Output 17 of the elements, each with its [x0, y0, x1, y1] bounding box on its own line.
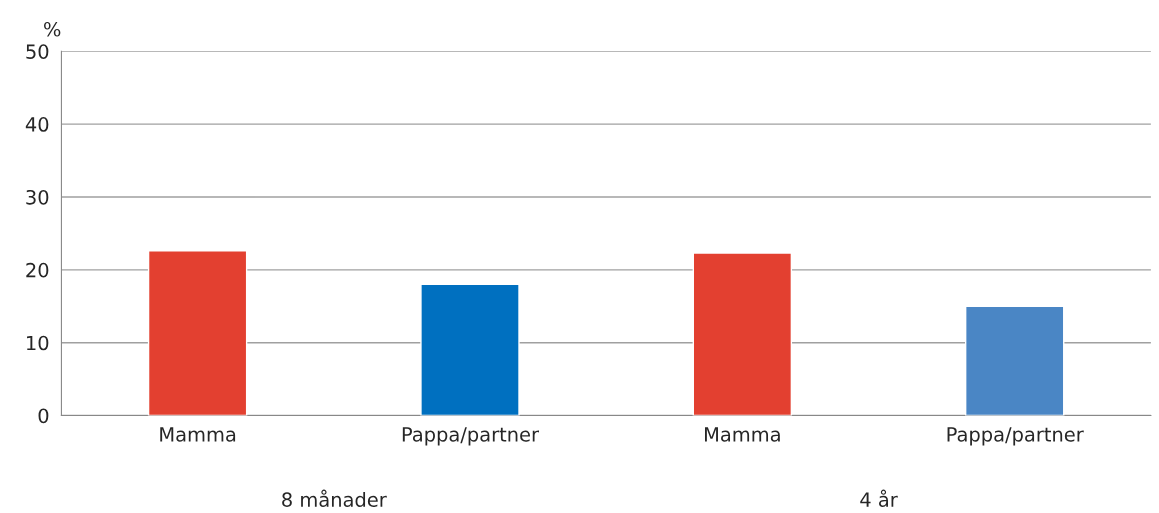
y-tick-label: 20: [26, 262, 49, 278]
y-tick-label: 40: [25, 117, 49, 132]
bar: [692, 252, 793, 416]
x-tick-label: Pappa/partner: [402, 427, 540, 446]
x-tick-label: Mamma: [160, 427, 236, 442]
y-tick-label: 10: [27, 335, 49, 351]
text: 4 år: [860, 489, 898, 507]
bar: [964, 305, 1065, 416]
bar: [147, 250, 248, 416]
y-tick-label: 30: [26, 189, 49, 205]
y-tick-label: 0: [38, 408, 49, 424]
x-tick-label: Mamma: [705, 427, 780, 442]
x-tick-label: Pappa/partner: [947, 427, 1084, 446]
bar: [420, 283, 520, 416]
text: 8 månader: [282, 489, 387, 507]
y-tick-label: 50: [26, 44, 49, 59]
y-axis-title: %: [44, 21, 61, 37]
